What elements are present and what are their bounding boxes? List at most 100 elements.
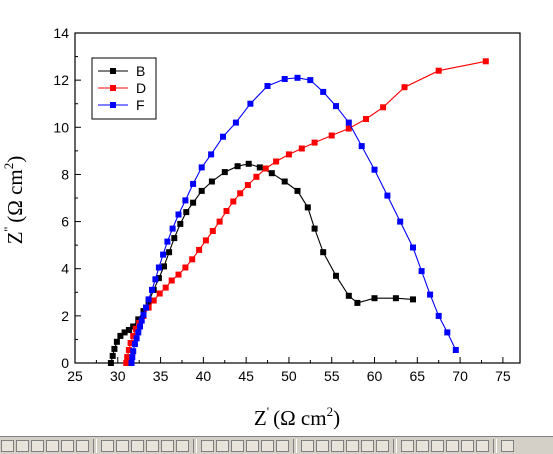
- data-point: [435, 312, 442, 319]
- data-point: [149, 286, 155, 293]
- data-point: [133, 335, 140, 342]
- toolbar-button[interactable]: [276, 439, 289, 452]
- data-point: [162, 284, 169, 291]
- toolbar-button[interactable]: [446, 439, 459, 452]
- data-point: [358, 143, 365, 150]
- toolbar-button[interactable]: [16, 439, 29, 452]
- legend-item-D: D: [98, 80, 146, 96]
- toolbar-button[interactable]: [431, 439, 444, 452]
- series-line-B: [110, 163, 414, 364]
- data-point: [427, 291, 434, 298]
- axis-ticks: 25 30 35 40 45 50 55 60 65 70 75 0 2 4 6 8 10 12 14: [53, 25, 510, 384]
- data-point: [223, 208, 230, 214]
- data-point: [130, 332, 137, 339]
- data-point: [371, 295, 378, 302]
- toolbar-button[interactable]: [416, 439, 429, 452]
- toolbar-button[interactable]: [161, 439, 174, 452]
- data-point: [113, 338, 120, 345]
- toolbar-button[interactable]: [61, 439, 74, 452]
- data-point: [150, 297, 157, 304]
- toolbar-button[interactable]: [331, 439, 344, 452]
- toolbar-button[interactable]: [176, 439, 189, 452]
- y-tick-label: 2: [61, 308, 69, 324]
- y-tick-label: 6: [61, 214, 69, 230]
- data-point: [156, 290, 163, 297]
- toolbar-button[interactable]: [461, 439, 474, 452]
- toolbar-button[interactable]: [101, 439, 114, 452]
- data-point: [140, 308, 147, 315]
- data-point: [189, 256, 196, 263]
- data-point: [209, 228, 216, 234]
- legend: BDF: [91, 57, 157, 120]
- legend-label: B: [136, 63, 145, 79]
- data-point: [131, 341, 138, 348]
- data-point: [117, 332, 124, 339]
- y-axis-title-unit: (Ω cm: [3, 169, 27, 223]
- toolbar-button[interactable]: [246, 439, 259, 452]
- toolbar-button[interactable]: [1, 439, 14, 452]
- toolbar-button[interactable]: [216, 439, 229, 452]
- data-point: [208, 151, 215, 158]
- toolbar-button[interactable]: [401, 439, 414, 452]
- data-point: [245, 160, 252, 167]
- toolbar-button[interactable]: [376, 439, 389, 452]
- data-point: [202, 237, 209, 244]
- x-tick-label: 25: [67, 368, 83, 384]
- data-point: [285, 151, 292, 158]
- toolbar-button[interactable]: [476, 439, 489, 452]
- data-point: [354, 299, 361, 306]
- toolbar-button[interactable]: [76, 439, 89, 452]
- data-point: [175, 211, 182, 218]
- data-point: [152, 276, 159, 283]
- legend-marker: [110, 85, 116, 91]
- data-point: [124, 354, 131, 361]
- y-axis-title-main: Z: [3, 231, 27, 244]
- toolbar-button[interactable]: [31, 439, 44, 452]
- data-point: [304, 204, 311, 211]
- data-point: [384, 192, 391, 199]
- toolbar-button[interactable]: [231, 439, 244, 452]
- toolbar-button[interactable]: [116, 439, 129, 452]
- toolbar-button[interactable]: [361, 439, 374, 452]
- x-tick-label: 70: [452, 368, 468, 384]
- toolbar-button[interactable]: [301, 439, 314, 452]
- x-tick-label: 55: [324, 368, 340, 384]
- data-point: [135, 316, 142, 323]
- data-point: [168, 277, 175, 284]
- toolbar-button[interactable]: [316, 439, 329, 452]
- data-point: [253, 173, 260, 180]
- series-B: [107, 160, 416, 366]
- data-point: [130, 348, 137, 355]
- software-toolbar: [0, 436, 553, 454]
- toolbar-button[interactable]: [131, 439, 144, 452]
- data-point: [230, 198, 237, 205]
- data-point: [138, 317, 145, 324]
- data-point: [264, 83, 271, 89]
- data-point: [198, 187, 205, 194]
- toolbar-separator: [293, 438, 297, 453]
- toolbar-button[interactable]: [201, 439, 214, 452]
- data-point: [410, 296, 416, 303]
- data-point: [320, 249, 327, 256]
- toolbar-separator: [93, 438, 97, 453]
- data-point: [311, 225, 318, 232]
- data-point: [196, 246, 203, 253]
- x-axis-title: Z' (Ω cm2): [254, 404, 340, 430]
- x-tick-label: 75: [495, 368, 511, 384]
- toolbar-button[interactable]: [346, 439, 359, 452]
- series-line-F: [130, 77, 457, 364]
- x-tick-label: 60: [367, 368, 383, 384]
- toolbar-button[interactable]: [46, 439, 59, 452]
- toolbar-button[interactable]: [146, 439, 159, 452]
- data-point: [294, 187, 301, 194]
- data-point: [140, 311, 147, 318]
- y-tick-label: 4: [61, 261, 69, 277]
- data-point: [127, 340, 134, 346]
- toolbar-button[interactable]: [501, 439, 514, 452]
- data-point: [182, 197, 189, 204]
- data-point: [247, 100, 254, 107]
- x-tick-label: 45: [238, 368, 254, 384]
- x-tick-label: 50: [281, 368, 297, 384]
- toolbar-button[interactable]: [261, 439, 274, 452]
- legend-label: F: [136, 97, 145, 113]
